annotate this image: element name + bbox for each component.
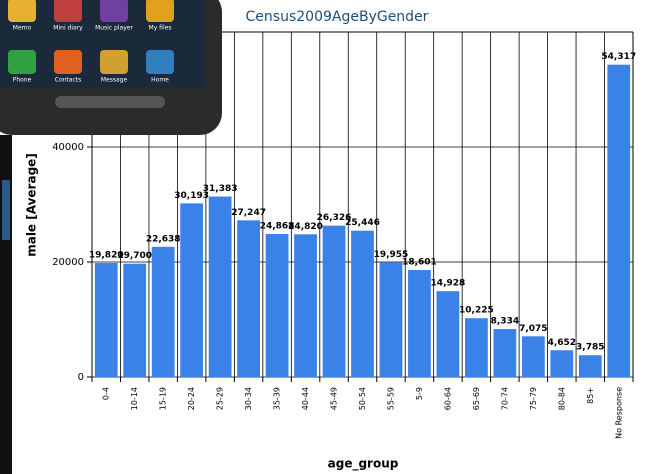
bar [323,226,346,377]
x-tick-label: 85+ [586,387,595,404]
value-label: 7,075 [519,324,547,334]
app-icon [54,50,82,74]
x-axis-label: age_group [328,457,399,472]
x-tick-label: 0-4 [102,387,111,400]
x-tick-label: 15-19 [159,387,168,410]
x-tick-label: 65-69 [472,387,481,410]
value-label: 27,247 [231,208,266,218]
app-label: Contacts [55,77,81,84]
x-tick-label: 40-44 [301,387,310,410]
bar [209,197,232,377]
x-tick-label: 55-59 [386,387,395,410]
value-label: 31,383 [203,184,238,194]
x-tick-label: 60-64 [443,387,452,410]
bar [550,350,573,377]
bar [95,263,118,377]
bar [437,291,460,377]
value-label: 3,785 [576,343,604,353]
x-tick-label: 50-54 [358,387,367,410]
y-axis-label: male [Average] [25,153,39,257]
bar [351,231,374,377]
value-label: 19,700 [117,251,152,261]
app-icon [8,0,36,22]
app-label: My files [149,25,172,32]
bar [408,270,431,377]
value-label: 24,820 [288,222,323,232]
x-tick-label: 10-14 [130,387,139,410]
x-tick-label: 45-49 [330,387,339,410]
app-icon [100,0,128,22]
value-label: 18,601 [402,258,437,268]
app-label: Phone [13,77,32,84]
value-label: 8,334 [491,317,519,327]
chart-title: Census2009AgeByGender [246,9,429,25]
app-label: Home [151,77,169,84]
app-label: Memo [13,25,32,32]
value-label: 54,317 [601,52,636,62]
value-label: 10,225 [459,306,494,316]
x-tick-label: 70-74 [500,387,509,410]
chart: Census2009AgeByGender age_group male [Av… [0,0,667,474]
x-tick-label: No Response [614,387,623,439]
x-tick-label: 80-84 [557,387,566,410]
app-icon [54,0,82,22]
x-tick-label: 5-9 [415,387,424,400]
x-tick-label: 75-79 [529,387,538,410]
bar [180,203,203,377]
bar [152,247,175,377]
app-icon [146,0,174,22]
y-tick-label: 0 [78,372,84,383]
app-label: Music player [95,25,133,32]
y-tick-label: 40000 [52,142,84,153]
app-icon [8,50,36,74]
bar [123,264,146,377]
app-icon [146,50,174,74]
app-label: Message [101,77,128,84]
value-label: 14,928 [431,279,466,289]
bar [294,234,317,377]
bar [380,262,403,377]
x-tick-label: 25-29 [216,387,225,410]
bar [607,65,630,377]
bar [579,355,602,377]
value-label: 25,446 [345,218,380,228]
bar [266,234,289,377]
phone-edge-screen [2,180,10,240]
y-tick-label: 20000 [52,257,84,268]
bar [237,220,260,377]
value-label: 22,638 [146,234,181,244]
phone-home-button [55,96,165,108]
x-tick-label: 20-24 [187,387,196,410]
value-label: 4,652 [548,338,576,348]
bar [522,336,545,377]
phone-overlay: Memo Mini diary Music player My files Phone C… [0,0,222,135]
bar [493,329,516,377]
x-tick-label: 35-39 [273,387,282,410]
x-tick-label: 30-34 [244,387,253,410]
bar [465,318,488,377]
app-label: Mini diary [53,25,83,32]
app-icon [100,50,128,74]
